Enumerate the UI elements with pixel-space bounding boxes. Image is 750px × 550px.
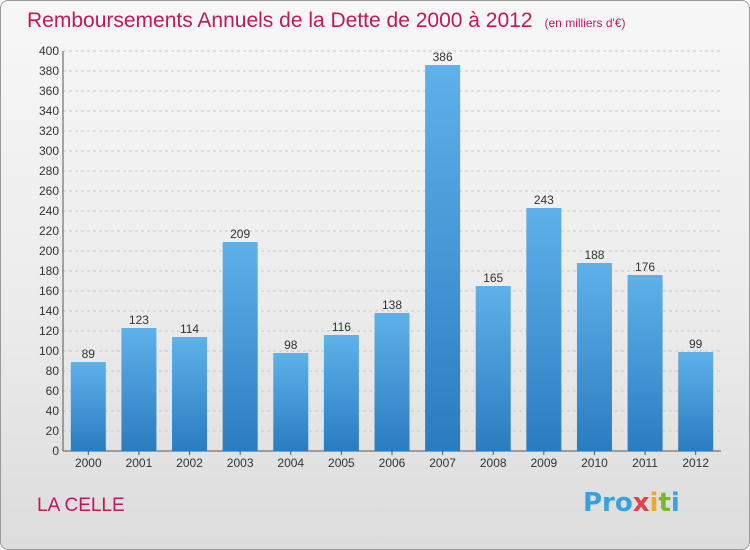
bar [374,313,410,451]
y-tick-label: 180 [39,264,59,278]
y-tick-label: 160 [39,284,59,298]
x-tick-label: 2008 [480,456,507,470]
x-tick-label: 2001 [126,456,153,470]
bar [70,362,106,451]
x-tick-label: 2011 [632,456,658,470]
y-tick-label: 400 [39,44,59,58]
data-label: 99 [689,337,703,351]
logo-part-2: x [632,488,650,518]
y-tick-label: 0 [52,444,59,458]
bar [627,275,663,451]
x-tick-label: 2009 [530,456,557,470]
logo-part-5: i [670,488,680,518]
y-tick-label: 300 [39,144,59,158]
logo-part-3: i [649,488,659,518]
y-tick-label: 60 [46,384,60,398]
y-tick-label: 20 [46,424,60,438]
y-tick-label: 200 [39,244,59,258]
x-tick-label: 2010 [581,456,608,470]
bar [475,286,511,451]
data-label: 188 [584,248,604,262]
data-label: 176 [635,260,655,274]
x-tick-label: 2005 [328,456,355,470]
bar [172,337,208,451]
y-tick-label: 140 [39,304,59,318]
chart-title-text: Remboursements Annuels de la Dette de 20… [27,9,533,32]
data-label: 123 [129,313,149,327]
data-label: 89 [82,347,96,361]
bar [323,335,359,451]
x-tick-label: 2006 [379,456,406,470]
y-tick-label: 360 [39,84,59,98]
y-tick-label: 100 [39,344,59,358]
chart-title: Remboursements Annuels de la Dette de 20… [27,9,626,33]
x-tick-label: 2003 [227,456,254,470]
logo-part-4: t [658,488,671,518]
bar [678,352,714,451]
y-tick-label: 320 [39,124,59,138]
y-tick-label: 80 [46,364,60,378]
x-tick-label: 2002 [176,456,203,470]
bar [425,65,461,451]
x-tick-label: 2004 [277,456,304,470]
data-label: 165 [483,271,503,285]
x-tick-label: 2012 [682,456,709,470]
data-label: 138 [382,298,402,312]
data-label: 209 [230,227,250,241]
data-label: 386 [433,50,453,64]
logo-part-1: Pro [583,488,633,518]
data-label: 114 [180,322,199,336]
data-label: 116 [332,320,351,334]
y-tick-label: 120 [39,324,59,338]
data-label: 98 [284,338,298,352]
y-tick-label: 240 [39,204,59,218]
proxiti-logo: Proxiti [583,488,680,518]
bar [576,263,612,451]
x-tick-label: 2000 [75,456,102,470]
y-tick-label: 260 [39,184,59,198]
y-tick-label: 40 [46,404,60,418]
commune-name: LA CELLE [37,495,125,516]
bar [273,353,309,451]
bar [121,328,157,451]
bar [526,208,562,451]
y-tick-label: 280 [39,164,59,178]
bar [222,242,258,451]
y-tick-label: 340 [39,104,59,118]
data-label: 243 [534,193,554,207]
x-tick-label: 2007 [429,456,456,470]
chart-unit-note: (en milliers d'€) [544,16,626,30]
y-tick-label: 220 [39,224,59,238]
y-tick-label: 380 [39,64,59,78]
